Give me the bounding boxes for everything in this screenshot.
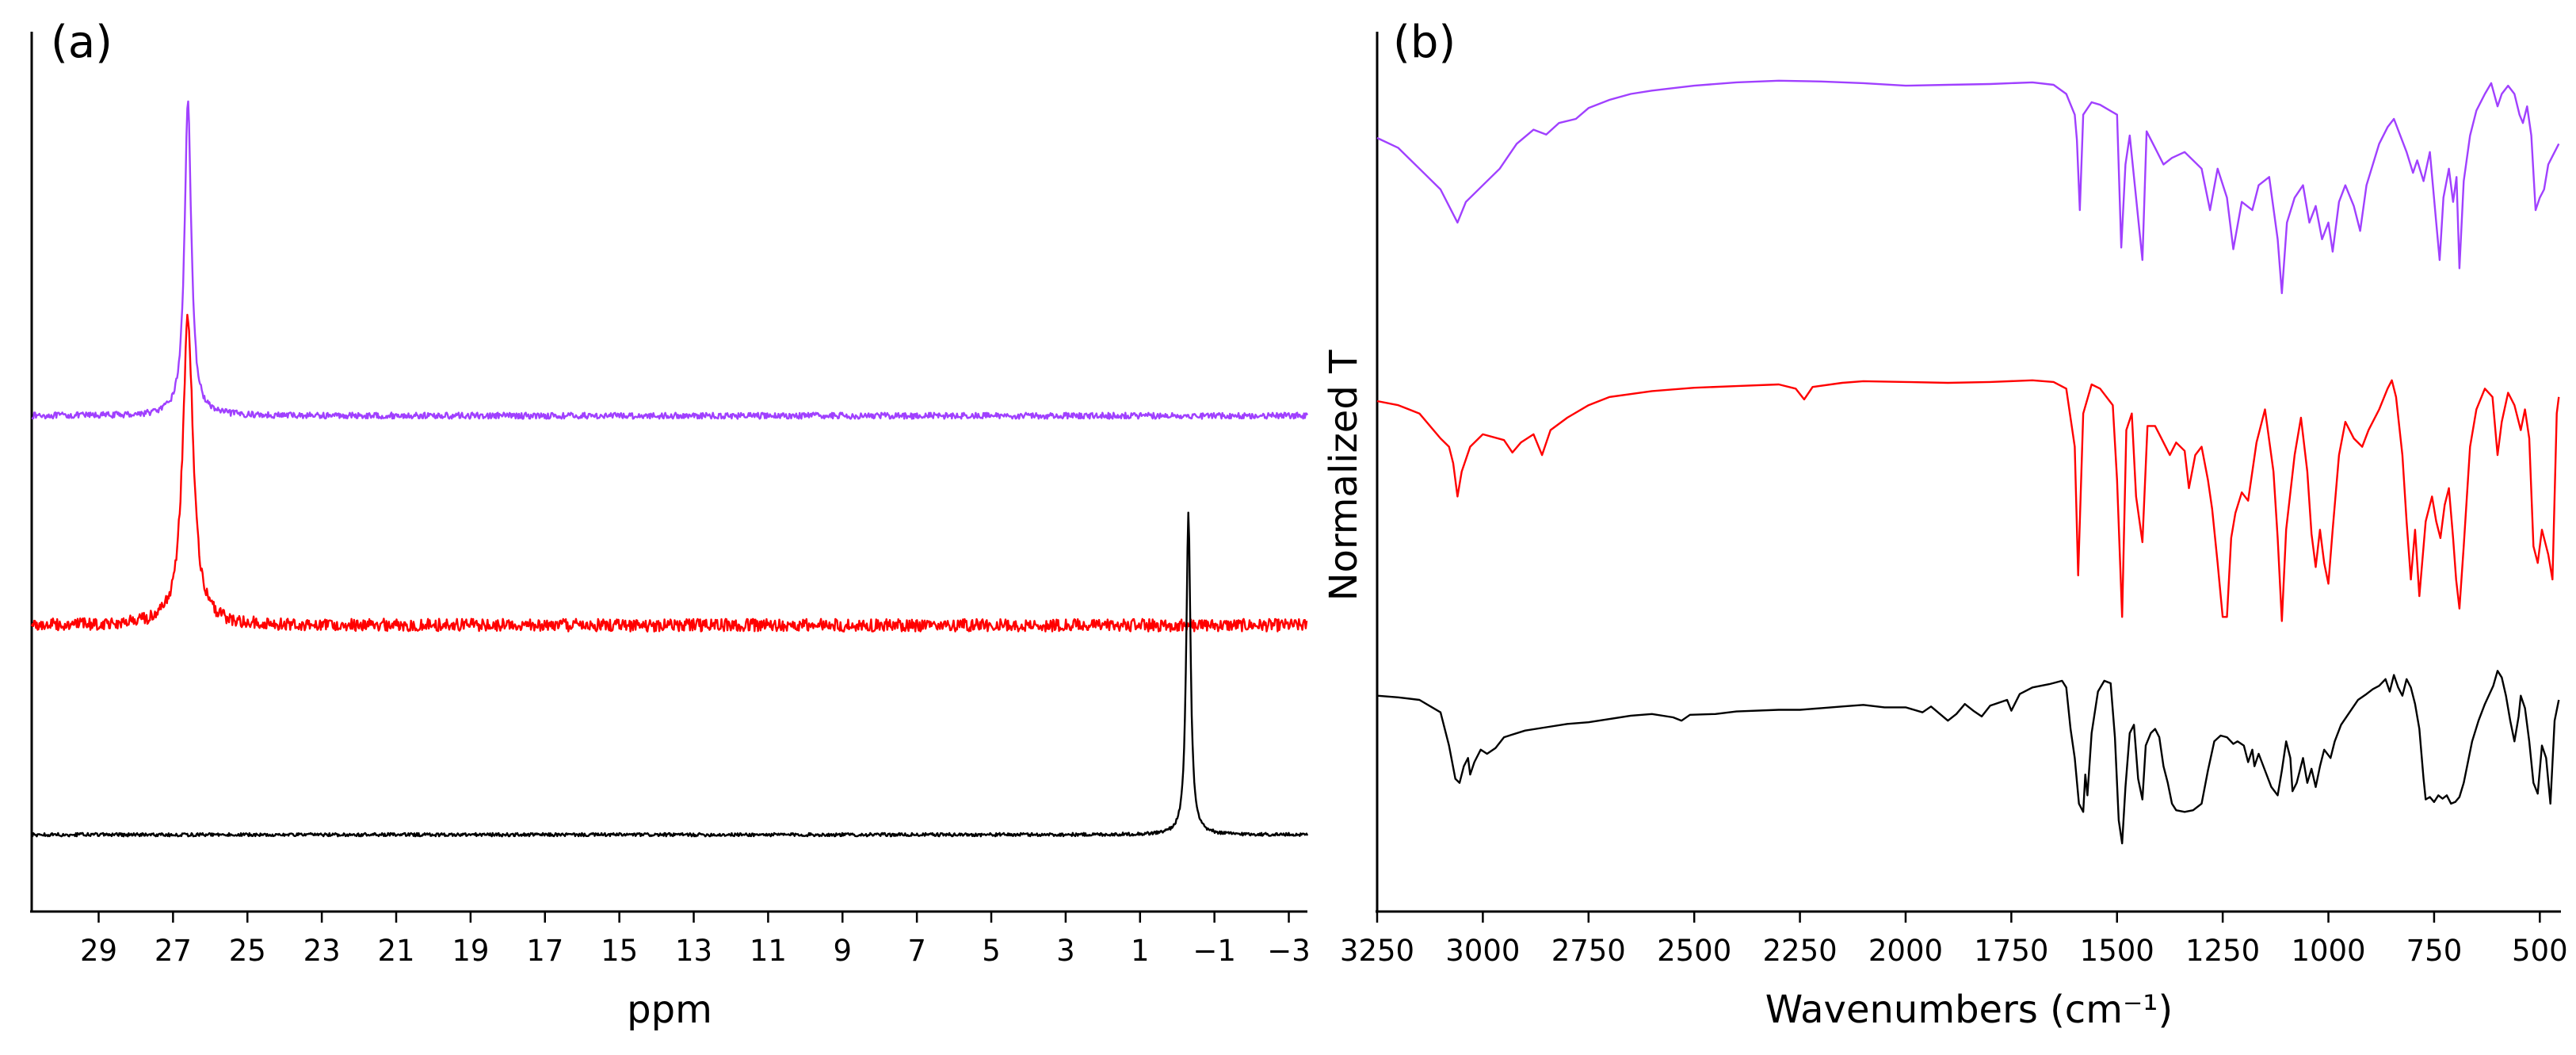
panel-a-series-line — [30, 313, 1308, 633]
panel-a-x-tick-label: 7 — [907, 934, 926, 968]
panel-a-x-tick-label: 29 — [80, 934, 117, 968]
panel-b-y-axis-title: Normalized T — [1322, 350, 1366, 601]
panel-b-x-axis-title: Wavenumbers (cm⁻¹) — [1765, 988, 2173, 1032]
panel-b-x-tick-label: 1750 — [1974, 934, 2048, 968]
panel-b-x-tick-label: 500 — [2512, 934, 2568, 968]
panel-b-x-ticks: 3250 3000 2750 2500 2250 2000 1750 1500 1250 1000… — [1340, 912, 2568, 968]
panel-b-series-line — [1376, 379, 2560, 622]
panel-a-x-tick-label: 25 — [229, 934, 266, 968]
panel-b-x-tick-label: 2750 — [1551, 934, 1626, 968]
panel-b-x-tick-label: 3000 — [1445, 934, 1520, 968]
panel-b-x-tick-label: 2250 — [1762, 934, 1837, 968]
panel-b-x-tick-label: 2500 — [1657, 934, 1731, 968]
panel-b-x-tick-label: 2000 — [1868, 934, 1943, 968]
panel-a-x-tick-label: 1 — [1131, 934, 1150, 968]
panel-a-x-tick-label: 23 — [303, 934, 341, 968]
panel-b-x-tick-label: 1250 — [2185, 934, 2260, 968]
panel-b-x-tick-label: 750 — [2406, 934, 2463, 968]
panel-a-series-line — [30, 511, 1309, 838]
panel-b-ir-chart: (b) 3250 3000 2750 2500 2250 2000 1750 1500 1250… — [1322, 17, 2568, 1032]
panel-b-x-tick-label: 1000 — [2291, 934, 2365, 968]
panel-b-label: (b) — [1393, 17, 1456, 68]
panel-a-x-ticks: 29 27 25 23 21 19 17 15 13 11 9 7 5 3 1 −1 −3 — [80, 912, 1311, 968]
panel-a-x-tick-label: 15 — [601, 934, 638, 968]
panel-b-x-tick-label: 1500 — [2080, 934, 2154, 968]
panel-a-series — [30, 100, 1309, 838]
panel-a-x-tick-label: 21 — [377, 934, 414, 968]
panel-a-x-tick-label: 27 — [155, 934, 192, 968]
panel-a-x-axis-title: ppm — [627, 988, 712, 1032]
panel-a-x-tick-label: 5 — [982, 934, 1001, 968]
panel-b-series — [1376, 79, 2560, 845]
panel-a-x-tick-label: −3 — [1267, 934, 1311, 968]
panel-a-x-tick-label: 19 — [452, 934, 489, 968]
panel-a-x-tick-label: −1 — [1193, 934, 1236, 968]
panel-b-series-line — [1376, 670, 2560, 845]
panel-a-x-tick-label: 3 — [1056, 934, 1075, 968]
panel-a-x-tick-label: 17 — [526, 934, 563, 968]
panel-a-nmr-chart: (a) 29 27 25 23 21 19 17 15 13 11 9 7 5 3 1 −1 −3 ppm — [30, 17, 1311, 1032]
panel-a-x-tick-label: 9 — [833, 934, 852, 968]
panel-b-x-tick-label: 3250 — [1340, 934, 1414, 968]
panel-a-x-tick-label: 11 — [750, 934, 787, 968]
panel-a-x-tick-label: 13 — [675, 934, 712, 968]
panel-a-label: (a) — [51, 17, 113, 68]
panel-a-series-line — [31, 100, 1309, 420]
panel-b-series-line — [1376, 79, 2560, 295]
